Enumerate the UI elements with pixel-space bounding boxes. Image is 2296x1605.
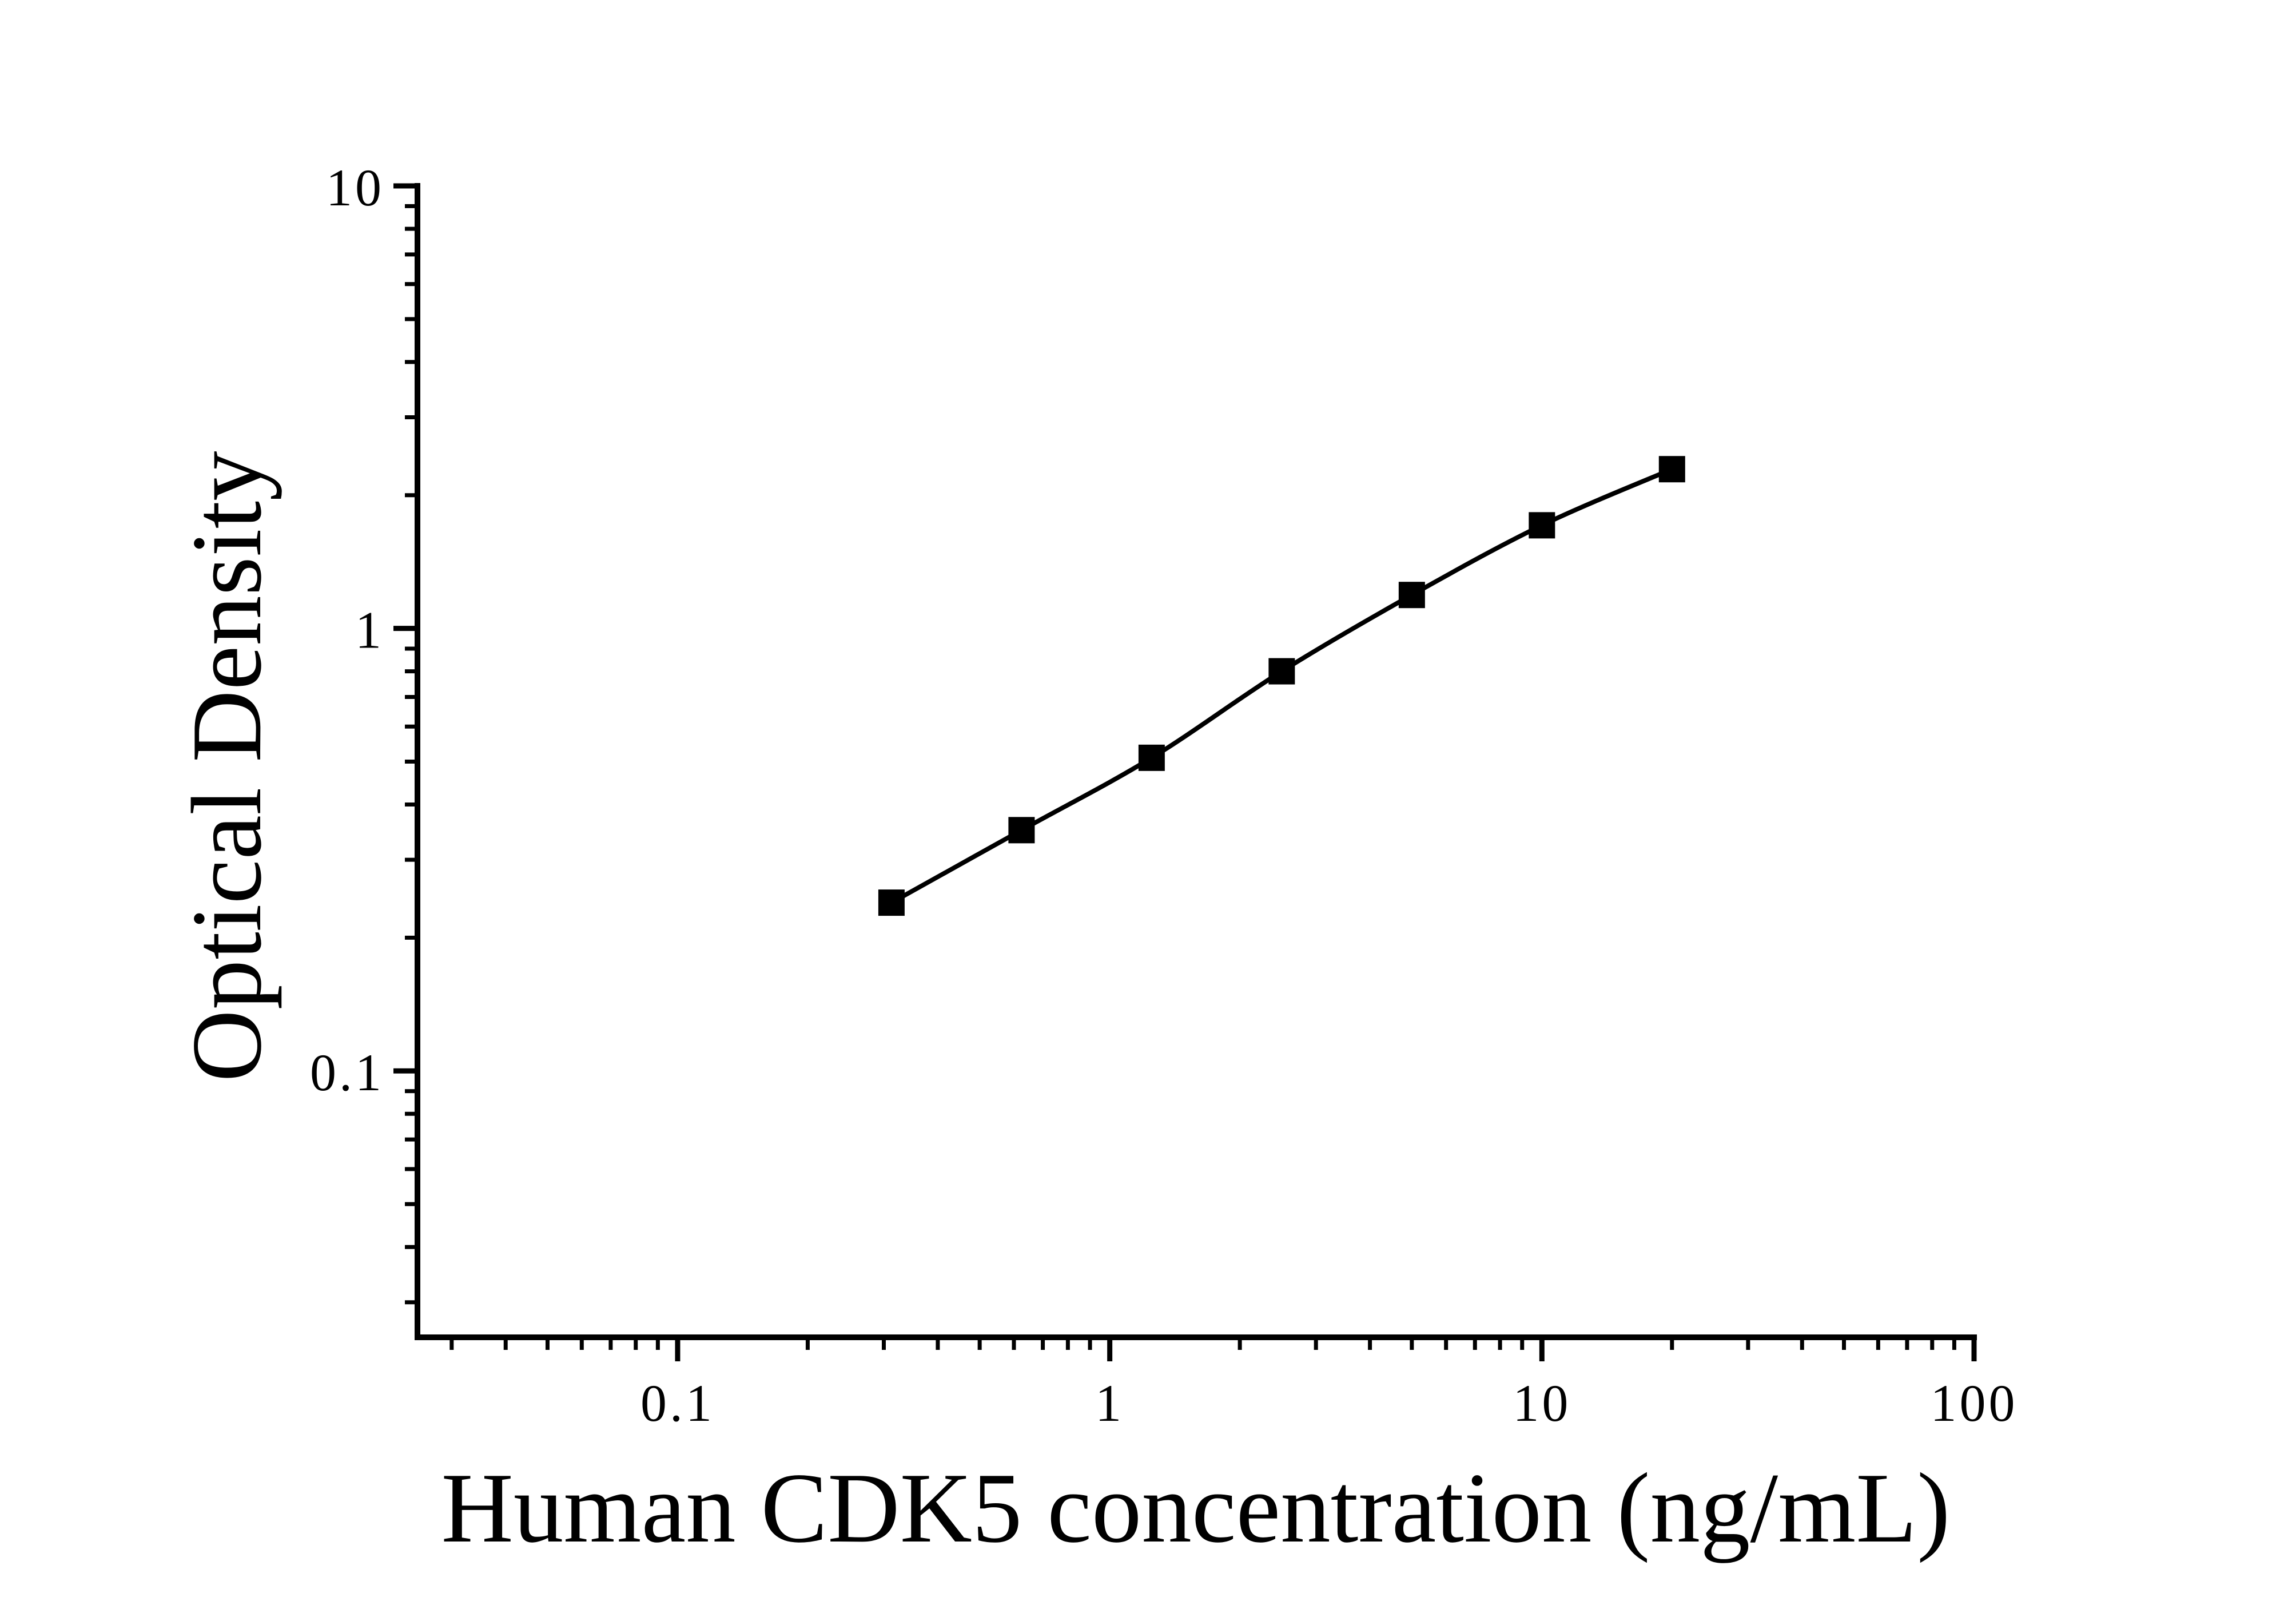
- x-tick-label: 100: [1931, 1374, 2018, 1432]
- y-tick-label: 10: [326, 158, 384, 217]
- x-axis-title: Human CDK5 concentration (ng/mL): [441, 1452, 1951, 1563]
- data-point-marker: [1268, 658, 1295, 685]
- x-tick-label: 1: [1095, 1374, 1124, 1432]
- data-point-marker: [1529, 512, 1555, 539]
- x-tick-label: 10: [1513, 1374, 1571, 1432]
- data-series: [878, 456, 1685, 916]
- data-point-marker: [878, 889, 905, 916]
- data-point-marker: [1138, 744, 1165, 771]
- x-axis: 0.1 1 10 100: [415, 1334, 2018, 1432]
- y-axis-title: Optical Density: [171, 451, 282, 1082]
- data-point-marker: [1008, 817, 1035, 844]
- y-tick-label: 0.1: [310, 1043, 384, 1102]
- y-axis: 0.1 1 10: [310, 158, 420, 1340]
- data-point-marker: [1398, 582, 1425, 609]
- data-point-marker: [1658, 456, 1685, 483]
- y-tick-label: 1: [355, 601, 384, 660]
- x-tick-label: 0.1: [640, 1374, 715, 1432]
